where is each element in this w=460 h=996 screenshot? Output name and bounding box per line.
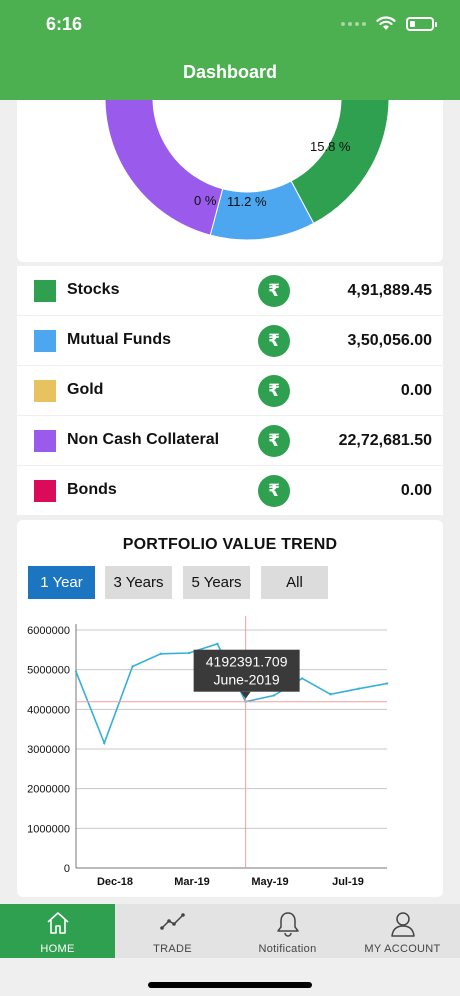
tooltip-pointer [240,691,251,699]
legend-swatch [34,380,56,402]
rupee-icon: ₹ [258,425,290,457]
legend-label: Bonds [67,481,117,498]
tab-5-years[interactable]: 5 Years [183,566,250,599]
battery-icon [406,16,437,31]
legend-swatch [34,480,56,502]
donut-label-mutual-funds: 11.2 % [227,194,267,209]
portfolio-trend-card: PORTFOLIO VALUE TREND 1 Year 3 Years 5 Y… [17,520,443,897]
tab-my-account[interactable]: MY ACCOUNT [345,904,460,958]
rupee-icon: ₹ [258,375,290,407]
y-tick-label: 6000000 [27,625,70,637]
tooltip-value: 4192391.709 [206,654,288,670]
legend-label: Mutual Funds [67,331,171,348]
data-point [357,687,360,690]
bottom-tab-bar: HOME TRADE Notification MY ACCOUNT [0,904,460,958]
status-bar: 6:16 [0,0,460,48]
legend-swatch [34,330,56,352]
allocation-legend: Stocks ₹4,91,889.45 Mutual Funds ₹3,50,056.… [17,266,443,516]
tab-notification[interactable]: Notification [230,904,345,958]
y-tick-label: 5000000 [27,665,70,677]
legend-row[interactable]: Mutual Funds ₹3,50,056.00 [17,316,443,365]
portfolio-line-chart[interactable]: 0 1000000 2000000 3000000 4000000 5000000 6000… [17,616,443,891]
tab-my-account-label: MY ACCOUNT [364,943,441,955]
trend-title: PORTFOLIO VALUE TREND [122,536,338,553]
tab-notification-label: Notification [258,943,317,955]
legend-row[interactable]: Bonds ₹0.00 [17,466,443,515]
wifi-icon [376,16,396,30]
legend-row[interactable]: Gold ₹0.00 [17,366,443,415]
legend-value: 4,91,889.45 [347,282,432,299]
trend-icon [159,913,185,930]
tab-home[interactable]: HOME [0,904,115,958]
rupee-icon: ₹ [258,475,290,507]
signal-icon [341,21,366,26]
home-icon [46,912,69,934]
legend-row[interactable]: Stocks ₹4,91,889.45 [17,266,443,315]
y-tick-label: 3000000 [27,744,70,756]
donut-label-non-cash: 0 % [194,193,217,208]
tooltip-box [193,649,300,692]
allocation-donut-chart [104,100,390,241]
tab-trade[interactable]: TRADE [115,904,230,958]
tooltip-date: June-2019 [214,672,280,688]
x-tick-label: May-19 [251,876,288,888]
legend-label: Non Cash Collateral [67,431,220,448]
legend-label: Gold [67,381,104,398]
tab-3-years[interactable]: 3 Years [105,566,172,599]
data-point [187,651,191,655]
legend-value: 22,72,681.50 [338,432,432,449]
legend-swatch [34,280,56,302]
y-tick-label: 0 [64,863,70,875]
data-point [385,682,389,685]
data-point [329,693,332,696]
donut-label-stocks: 15.8 % [310,139,351,154]
status-icons [341,16,437,31]
legend-value: 3,50,056.00 [347,332,432,349]
legend-row[interactable]: Non Cash Collateral ₹22,72,681.50 [17,416,443,465]
legend-value: 0.00 [400,482,432,499]
home-indicator-area [0,958,460,996]
tab-trade-label: TRADE [153,943,192,955]
legend-label: Stocks [67,281,120,298]
x-tick-label: Dec-18 [97,876,133,888]
page-title: Dashboard [182,62,278,82]
legend-value: 0.00 [400,382,432,399]
x-tick-label: Jul-19 [332,876,364,888]
tab-all[interactable]: All [261,566,328,599]
data-point [216,642,219,646]
rupee-icon: ₹ [258,275,290,307]
data-point [272,694,276,697]
donut-slice[interactable] [290,100,390,225]
legend-swatch [34,430,56,452]
y-tick-label: 1000000 [27,823,70,835]
user-icon [390,912,415,937]
app-header: Dashboard [0,48,460,100]
status-time: 6:16 [46,14,83,34]
allocation-donut-card: 15.8 % 0 % 11.2 % [17,100,443,262]
tab-home-label: HOME [40,943,75,955]
x-tick-label: Mar-19 [174,876,209,888]
y-tick-label: 2000000 [27,784,70,796]
data-point [131,665,134,668]
data-point [159,652,163,655]
home-indicator[interactable] [148,982,312,988]
y-tick-label: 4000000 [27,704,70,716]
bell-icon [276,912,299,937]
data-point [74,670,78,673]
donut-slice[interactable] [104,100,224,236]
rupee-icon: ₹ [258,325,290,357]
data-point [300,677,304,680]
data-point [103,741,106,745]
tab-1-year[interactable]: 1 Year [28,566,95,599]
